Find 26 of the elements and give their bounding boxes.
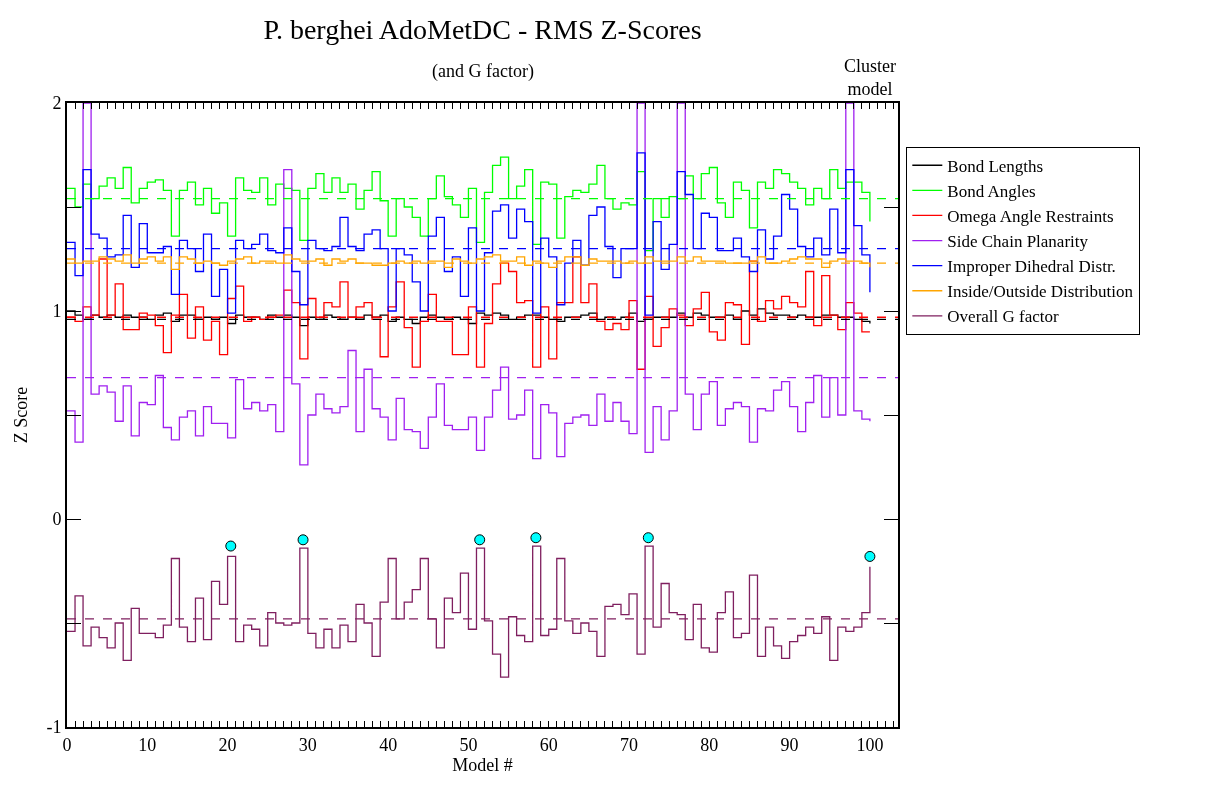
x-tick-label: 10: [138, 734, 157, 755]
y-tick-label: 1: [52, 301, 62, 322]
legend-label: Omega Angle Restraints: [947, 207, 1114, 227]
legend-label: Bond Lengths: [947, 156, 1044, 176]
chart-title: P. berghei AdoMetDC - RMS Z-Scores: [263, 14, 702, 46]
y-axis-title: Z Score: [11, 386, 32, 444]
x-tick-label: 50: [459, 734, 478, 755]
legend-label: Improper Dihedral Distr.: [947, 257, 1116, 277]
x-tick-label: 70: [620, 734, 639, 755]
x-tick-label: 90: [780, 734, 799, 755]
y-tick-label: -1: [46, 717, 62, 738]
chart-subtitle: (and G factor): [432, 61, 534, 82]
x-axis-title: Model #: [452, 754, 513, 775]
legend-label: Bond Angles: [947, 181, 1036, 201]
y-tick-label: 0: [52, 509, 62, 530]
legend-label: Overall G factor: [947, 307, 1060, 327]
x-tick-label: 20: [218, 734, 237, 755]
y-tick-label: 2: [52, 93, 62, 114]
text: Cluster model: [844, 56, 896, 100]
x-tick-label: 100: [856, 734, 884, 755]
x-tick-label: 30: [298, 734, 317, 755]
x-tick-label: 40: [379, 734, 398, 755]
x-tick-label: 60: [539, 734, 558, 755]
legend-label: Side Chain Planarity: [947, 232, 1089, 252]
legend-label: Inside/Outside Distribution: [947, 282, 1134, 302]
x-tick-label: 80: [700, 734, 719, 755]
